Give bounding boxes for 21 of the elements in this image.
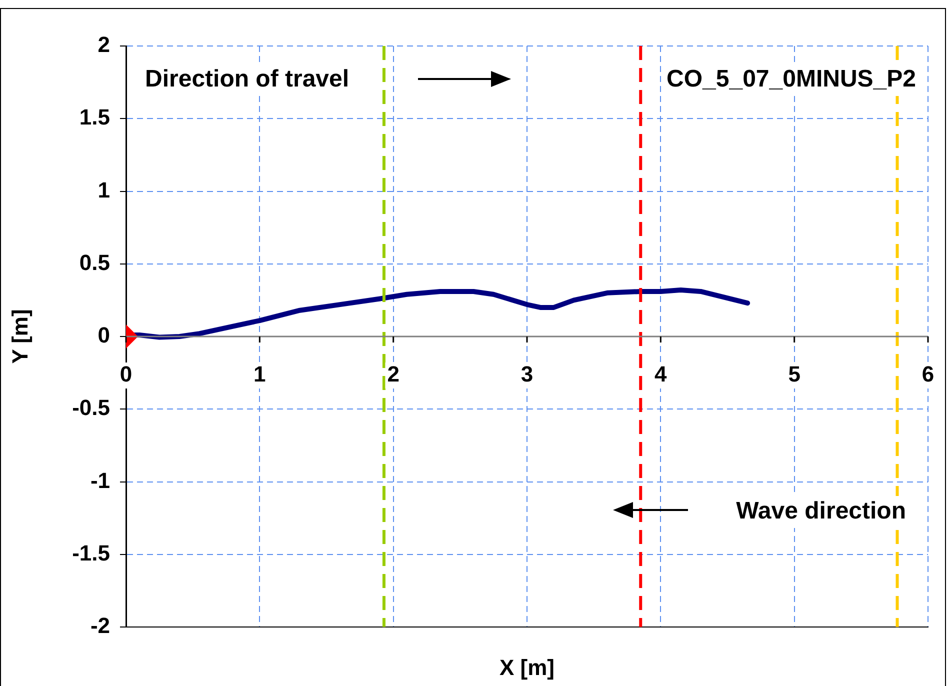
annotation: Wave direction <box>736 498 906 525</box>
x-tick-label: 5 <box>788 362 800 387</box>
x-tick-label: 3 <box>520 362 534 387</box>
x-tick-label: 1 <box>254 362 266 387</box>
x-axis-title: X [m] <box>500 654 554 680</box>
x-tick-label: 0 <box>120 362 132 387</box>
x-tick-label: 4 <box>654 362 668 387</box>
y-tick-label: 0 <box>98 322 110 348</box>
y-axis-title: Y [m] <box>7 309 32 364</box>
y-tick-label: -2 <box>90 613 110 638</box>
y-tick-label: -1 <box>90 468 110 493</box>
y-tick-label: 0.5 <box>79 250 110 275</box>
x-tick-label: 6 <box>922 362 934 387</box>
y-tick-label: 1.5 <box>79 104 110 130</box>
annotation: Direction of travel <box>145 66 350 93</box>
annotation: CO_5_07_0MINUS_P2 <box>666 66 916 93</box>
x-tick-label: 2 <box>387 362 400 387</box>
y-tick-label: -1.5 <box>72 540 110 566</box>
y-tick-label: -0.5 <box>72 395 110 420</box>
y-tick-label: 2 <box>98 32 110 58</box>
y-tick-label: 1 <box>98 177 110 202</box>
